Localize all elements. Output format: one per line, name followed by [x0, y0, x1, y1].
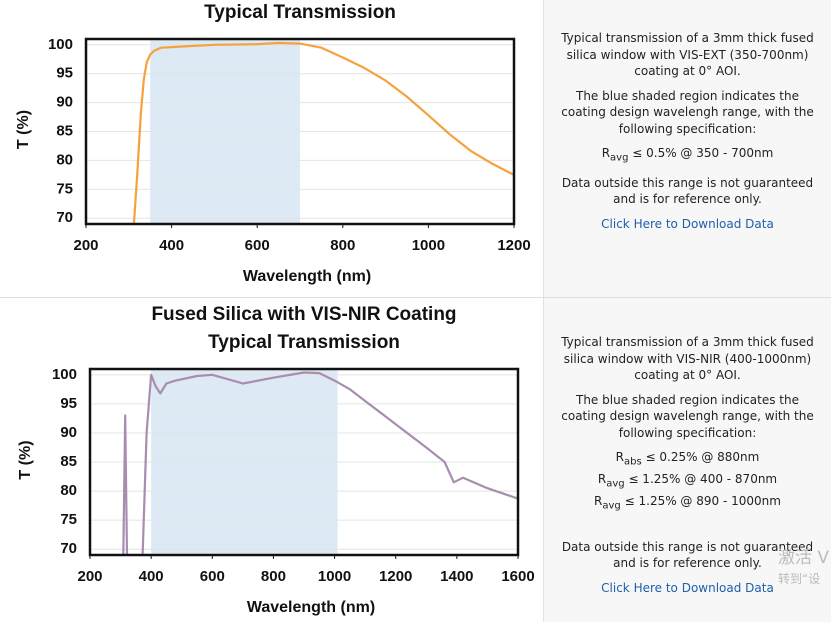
y-tick-label: 90: [56, 94, 73, 111]
link-row: Click Here to Download Data: [552, 580, 823, 597]
x-tick-label: 1200: [379, 568, 412, 585]
spec-list: Rabs ≤ 0.25% @ 880nm Ravg ≤ 1.25% @ 400 -…: [552, 449, 823, 515]
info-panel: Typical transmission of a 3mm thick fuse…: [543, 298, 831, 622]
description: Typical transmission of a 3mm thick fuse…: [561, 31, 814, 78]
spec-text: ≤ 0.25% @ 880nm: [645, 450, 760, 464]
x-axis-label: Wavelength (nm): [243, 268, 371, 285]
x-tick-label: 800: [330, 237, 355, 254]
x-tick-label: 1000: [412, 237, 445, 254]
download-link[interactable]: Click Here to Download Data: [601, 216, 774, 231]
x-tick-label: 1400: [440, 568, 473, 585]
link-row: Click Here to Download Data: [552, 216, 823, 233]
y-tick-label: 95: [56, 65, 73, 82]
x-tick-label: 600: [245, 237, 270, 254]
y-tick-label: 75: [60, 511, 77, 528]
watermark: 转到“设: [778, 572, 821, 586]
x-tick-label: 800: [261, 568, 286, 585]
x-axis-label: Wavelength (nm): [247, 599, 375, 616]
plot-frame: [84, 37, 516, 226]
y-axis-label: T (%): [15, 110, 32, 149]
y-tick-label: 100: [52, 366, 77, 383]
y-tick-label: 85: [60, 453, 77, 470]
y-tick-label: 100: [48, 36, 73, 53]
x-tick-label: 400: [159, 237, 184, 254]
y-tick-label: 85: [56, 122, 73, 139]
watermark: 激活 V: [778, 548, 830, 568]
y-tick-label: 75: [56, 180, 73, 197]
spec-symbol: R: [594, 493, 603, 508]
x-tick-label: 400: [139, 568, 164, 585]
note: Data outside this range is not guarantee…: [561, 539, 814, 571]
spec-text: ≤ 0.5% @ 350 - 700nm: [632, 146, 774, 160]
spec: Rabs ≤ 0.25% @ 880nm: [552, 449, 823, 471]
description: The blue shaded region indicates the coa…: [561, 392, 814, 440]
spec-text: ≤ 1.25% @ 400 - 870nm: [628, 471, 778, 486]
y-tick-label: 80: [56, 151, 73, 168]
y-tick-label: 90: [60, 424, 77, 441]
plot-frame: [88, 367, 520, 557]
y-tick-label: 70: [60, 540, 77, 557]
spec-list: Ravg ≤ 0.5% @ 350 - 700nm: [552, 145, 823, 167]
spec-subscript: avg: [610, 152, 629, 164]
spec-subscript: avg: [602, 500, 621, 512]
chart-title: Fused Silica with VIS-NIR Coating: [151, 304, 456, 325]
description: Typical transmission of a 3mm thick fuse…: [561, 335, 814, 382]
download-link[interactable]: Click Here to Download Data: [601, 580, 774, 595]
y-axis-label: T (%): [17, 440, 34, 479]
transmission-line: [122, 371, 518, 555]
spec-symbol: R: [601, 146, 611, 160]
y-tick-label: 95: [60, 395, 77, 412]
spec-subscript: avg: [606, 478, 625, 490]
x-tick-label: 200: [73, 237, 98, 254]
spec: Ravg ≤ 0.5% @ 350 - 700nm: [552, 145, 823, 167]
description: The blue shaded region indicates the coa…: [561, 88, 814, 136]
y-tick-label: 80: [60, 482, 77, 499]
spec-subscript: abs: [624, 456, 642, 468]
chart-subtitle: Typical Transmission: [208, 332, 400, 353]
info-panel: Typical transmission of a 3mm thick fuse…: [543, 0, 831, 297]
row-separator: [0, 297, 831, 298]
x-tick-label: 200: [77, 568, 102, 585]
chart-title: Typical Transmission: [204, 2, 396, 23]
spec: Ravg ≤ 1.25% @ 890 - 1000nm: [552, 493, 823, 515]
x-tick-label: 600: [200, 568, 225, 585]
spec-text: ≤ 1.25% @ 890 - 1000nm: [624, 493, 781, 508]
x-tick-label: 1000: [318, 568, 351, 585]
y-tick-label: 70: [56, 209, 73, 226]
transmission-line: [132, 41, 514, 224]
x-tick-label: 1600: [501, 568, 534, 585]
charts: 70 75 80 85 90 95 100 200 400 600 800 1000 1200 Typic…: [15, 2, 534, 616]
spec-symbol: R: [615, 450, 624, 464]
spec: Ravg ≤ 1.25% @ 400 - 870nm: [552, 471, 823, 493]
x-tick-label: 1200: [497, 237, 530, 254]
spec-symbol: R: [597, 471, 607, 486]
note: Data outside this range is not guarantee…: [561, 175, 814, 207]
